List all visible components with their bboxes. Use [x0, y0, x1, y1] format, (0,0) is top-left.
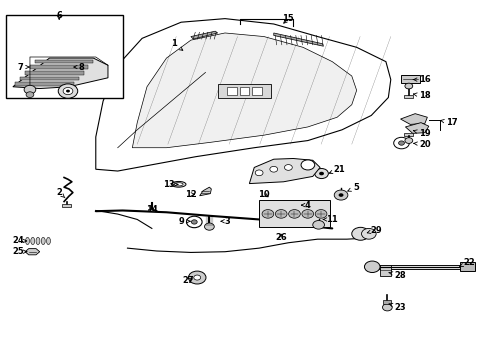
Circle shape — [315, 210, 326, 218]
Text: 1: 1 — [170, 39, 183, 50]
Text: 23: 23 — [388, 303, 406, 312]
Circle shape — [269, 166, 277, 172]
Bar — [400, 75, 419, 83]
Text: 15: 15 — [282, 14, 294, 23]
Bar — [5, 15, 122, 98]
Text: 29: 29 — [366, 226, 381, 235]
Text: 25: 25 — [12, 247, 27, 256]
Bar — [404, 133, 412, 136]
Circle shape — [288, 210, 300, 218]
Bar — [404, 95, 412, 98]
Circle shape — [58, 84, 78, 98]
Bar — [459, 262, 474, 271]
Polygon shape — [15, 82, 74, 86]
Circle shape — [188, 271, 205, 284]
Text: 24: 24 — [12, 237, 27, 246]
Circle shape — [63, 87, 73, 95]
Polygon shape — [25, 71, 83, 75]
Circle shape — [319, 172, 324, 175]
Polygon shape — [25, 249, 40, 255]
Bar — [239, 87, 249, 95]
Circle shape — [382, 304, 391, 311]
Ellipse shape — [174, 183, 183, 186]
Polygon shape — [20, 77, 79, 80]
Circle shape — [351, 227, 368, 240]
Text: 7: 7 — [17, 63, 29, 72]
Text: 12: 12 — [184, 190, 196, 199]
Polygon shape — [249, 158, 320, 184]
Polygon shape — [30, 65, 88, 69]
Circle shape — [404, 138, 412, 143]
Ellipse shape — [41, 237, 45, 244]
Circle shape — [301, 210, 313, 218]
Circle shape — [314, 168, 328, 179]
Text: 14: 14 — [146, 205, 158, 214]
Text: 16: 16 — [412, 75, 430, 84]
Text: 8: 8 — [74, 63, 84, 72]
Text: 6: 6 — [56, 10, 62, 19]
Circle shape — [404, 83, 412, 89]
Polygon shape — [13, 58, 108, 89]
Circle shape — [275, 210, 286, 218]
Circle shape — [284, 165, 292, 170]
Ellipse shape — [25, 237, 29, 244]
Circle shape — [204, 223, 214, 230]
Ellipse shape — [46, 237, 50, 244]
Text: 17: 17 — [439, 118, 457, 127]
Text: 10: 10 — [258, 190, 269, 199]
Polygon shape — [199, 187, 211, 196]
Text: 9: 9 — [178, 217, 190, 226]
Bar — [148, 209, 155, 211]
Text: 19: 19 — [412, 129, 430, 138]
Text: 21: 21 — [328, 165, 345, 174]
Text: 13: 13 — [163, 180, 178, 189]
Polygon shape — [96, 19, 390, 171]
Text: 4: 4 — [301, 201, 310, 210]
Ellipse shape — [171, 181, 185, 187]
Circle shape — [398, 141, 404, 145]
Text: 18: 18 — [412, 91, 430, 100]
Ellipse shape — [31, 237, 35, 244]
Polygon shape — [190, 31, 217, 39]
Bar — [227, 87, 237, 95]
Circle shape — [338, 193, 343, 197]
Circle shape — [191, 220, 197, 224]
Text: 2: 2 — [56, 188, 65, 198]
Circle shape — [193, 275, 200, 280]
Bar — [251, 87, 261, 95]
Text: 28: 28 — [388, 270, 406, 279]
Circle shape — [24, 85, 36, 94]
Text: 5: 5 — [347, 183, 359, 192]
Text: 22: 22 — [459, 258, 474, 267]
Circle shape — [66, 90, 70, 93]
Bar — [61, 204, 71, 207]
Circle shape — [301, 160, 314, 170]
Circle shape — [26, 92, 34, 98]
Circle shape — [312, 221, 324, 229]
Bar — [259, 201, 329, 227]
Circle shape — [333, 190, 347, 200]
Polygon shape — [400, 114, 427, 125]
Polygon shape — [273, 33, 323, 46]
Polygon shape — [35, 59, 93, 63]
Text: 3: 3 — [221, 217, 230, 226]
Bar — [217, 84, 271, 98]
Ellipse shape — [36, 237, 40, 244]
Polygon shape — [405, 123, 428, 134]
Text: 11: 11 — [323, 215, 338, 224]
Circle shape — [262, 210, 273, 218]
Text: 27: 27 — [182, 276, 194, 285]
Polygon shape — [132, 33, 356, 148]
Bar — [383, 300, 390, 304]
Circle shape — [361, 228, 375, 239]
Text: 26: 26 — [275, 233, 286, 242]
Bar — [379, 265, 390, 276]
Text: 20: 20 — [413, 140, 430, 149]
Circle shape — [255, 170, 263, 176]
Circle shape — [364, 261, 379, 273]
